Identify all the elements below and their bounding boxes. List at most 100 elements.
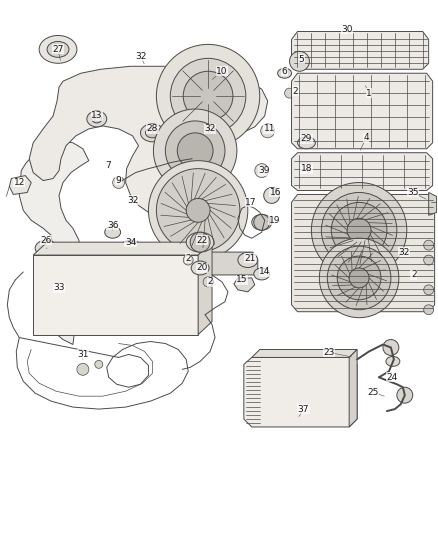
Ellipse shape <box>191 261 209 275</box>
Circle shape <box>285 88 294 98</box>
Text: 29: 29 <box>301 134 312 143</box>
Text: 24: 24 <box>386 373 398 382</box>
Text: 2: 2 <box>185 254 191 263</box>
Text: 31: 31 <box>77 350 88 359</box>
Circle shape <box>331 203 387 258</box>
Text: 37: 37 <box>298 405 309 414</box>
Circle shape <box>77 364 89 375</box>
Text: 22: 22 <box>197 236 208 245</box>
Circle shape <box>95 360 103 368</box>
Text: 36: 36 <box>107 221 118 230</box>
Polygon shape <box>429 192 437 215</box>
Text: 23: 23 <box>324 348 335 357</box>
Text: 5: 5 <box>299 55 304 64</box>
Circle shape <box>148 160 248 260</box>
Polygon shape <box>292 31 429 69</box>
Ellipse shape <box>35 240 57 256</box>
Polygon shape <box>9 175 31 195</box>
Circle shape <box>165 121 225 181</box>
Text: 10: 10 <box>216 67 228 76</box>
Text: 32: 32 <box>135 52 146 61</box>
Circle shape <box>254 214 270 230</box>
Ellipse shape <box>145 128 159 138</box>
Text: 2: 2 <box>207 277 213 286</box>
Circle shape <box>321 192 397 268</box>
Polygon shape <box>349 350 357 427</box>
Text: 30: 30 <box>342 25 353 34</box>
Text: 26: 26 <box>40 236 52 245</box>
Polygon shape <box>19 141 89 344</box>
Polygon shape <box>292 73 433 149</box>
Ellipse shape <box>297 137 315 149</box>
Ellipse shape <box>105 226 120 238</box>
Text: 1: 1 <box>366 88 372 98</box>
Ellipse shape <box>92 115 102 123</box>
Text: 25: 25 <box>367 387 379 397</box>
Circle shape <box>337 256 381 300</box>
Circle shape <box>183 71 233 121</box>
Circle shape <box>319 238 399 318</box>
Text: 6: 6 <box>282 67 287 76</box>
Circle shape <box>153 109 237 192</box>
Circle shape <box>186 198 210 222</box>
Polygon shape <box>292 195 434 312</box>
Circle shape <box>424 255 434 265</box>
Text: 16: 16 <box>270 188 281 197</box>
Circle shape <box>397 387 413 403</box>
Text: 34: 34 <box>125 238 136 247</box>
Text: 28: 28 <box>147 124 158 133</box>
Text: 2: 2 <box>411 270 417 279</box>
Text: 4: 4 <box>363 133 369 142</box>
Circle shape <box>424 240 434 250</box>
Circle shape <box>424 285 434 295</box>
Circle shape <box>327 246 391 310</box>
Ellipse shape <box>254 268 270 280</box>
Circle shape <box>264 188 279 204</box>
Ellipse shape <box>47 42 69 58</box>
Text: 19: 19 <box>269 216 280 225</box>
Ellipse shape <box>120 240 141 256</box>
Circle shape <box>113 176 124 189</box>
Circle shape <box>177 133 213 168</box>
Text: 17: 17 <box>245 198 257 207</box>
Circle shape <box>190 232 210 252</box>
Circle shape <box>183 255 193 265</box>
Text: 13: 13 <box>91 111 102 120</box>
Text: 32: 32 <box>398 248 410 256</box>
Circle shape <box>170 58 246 134</box>
Ellipse shape <box>141 124 164 142</box>
Ellipse shape <box>39 36 77 63</box>
Polygon shape <box>33 242 212 255</box>
Text: 20: 20 <box>196 263 208 272</box>
Ellipse shape <box>252 214 272 230</box>
Text: 39: 39 <box>258 166 269 175</box>
Text: 15: 15 <box>236 276 247 285</box>
Ellipse shape <box>278 68 292 78</box>
Circle shape <box>311 182 407 278</box>
Text: 32: 32 <box>127 196 138 205</box>
Text: 14: 14 <box>259 268 270 277</box>
Circle shape <box>349 268 369 288</box>
Text: 21: 21 <box>244 254 255 263</box>
Ellipse shape <box>186 232 214 252</box>
Polygon shape <box>244 358 357 427</box>
Polygon shape <box>252 350 357 358</box>
Text: 18: 18 <box>301 164 312 173</box>
Polygon shape <box>33 255 198 335</box>
Text: 35: 35 <box>407 188 419 197</box>
Polygon shape <box>29 66 268 220</box>
Ellipse shape <box>238 253 258 268</box>
Circle shape <box>203 277 213 287</box>
Circle shape <box>383 340 399 356</box>
Circle shape <box>347 219 371 242</box>
Text: 32: 32 <box>205 124 216 133</box>
Text: 33: 33 <box>53 284 65 293</box>
Circle shape <box>123 240 138 256</box>
Circle shape <box>261 124 275 138</box>
Polygon shape <box>234 278 255 292</box>
Polygon shape <box>138 252 258 275</box>
Text: 2: 2 <box>293 87 298 95</box>
Ellipse shape <box>87 111 107 127</box>
Circle shape <box>156 168 240 252</box>
Text: 9: 9 <box>116 176 121 185</box>
